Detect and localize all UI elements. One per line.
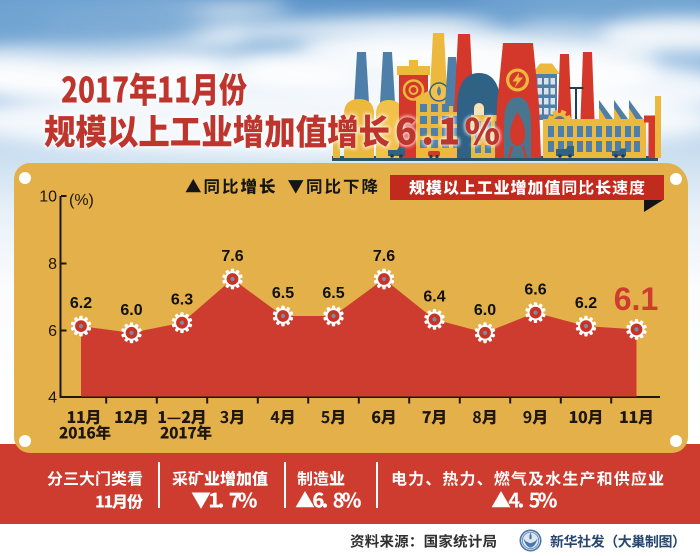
svg-text:6.6: 6.6	[524, 282, 546, 299]
svg-text:6.2: 6.2	[575, 295, 597, 312]
svg-text:(%): (%)	[69, 192, 94, 209]
svg-text:6.2: 6.2	[70, 295, 92, 312]
svg-text:10: 10	[39, 189, 57, 206]
svg-text:7.6: 7.6	[221, 248, 243, 265]
svg-text:6.1: 6.1	[614, 281, 658, 317]
svg-text:7.6: 7.6	[373, 248, 395, 265]
svg-text:6.0: 6.0	[120, 302, 142, 319]
svg-text:6.5: 6.5	[272, 285, 294, 302]
svg-text:6: 6	[48, 323, 57, 340]
svg-text:6.3: 6.3	[171, 292, 193, 309]
svg-text:6.5: 6.5	[322, 285, 344, 302]
svg-text:6.4: 6.4	[423, 288, 445, 305]
svg-text:4: 4	[48, 390, 57, 407]
svg-text:8: 8	[48, 256, 57, 273]
svg-text:6.0: 6.0	[474, 302, 496, 319]
